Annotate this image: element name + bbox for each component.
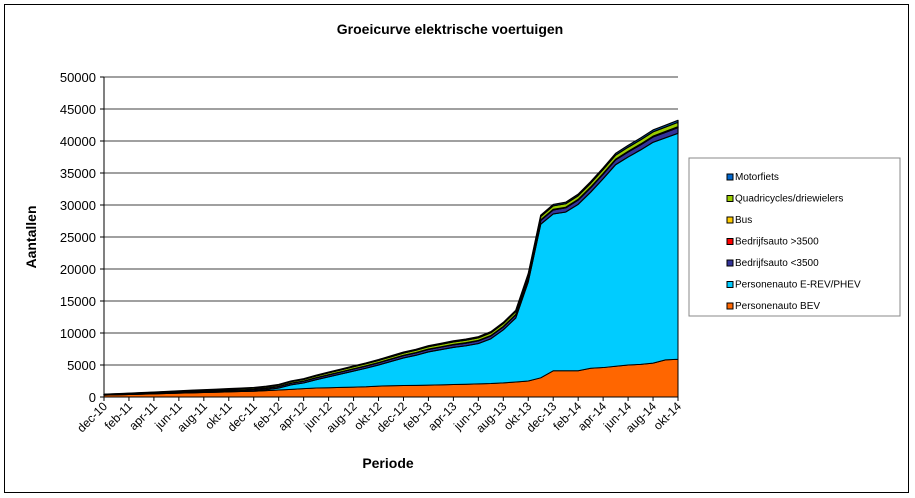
y-tick-label: 35000 <box>60 166 96 181</box>
x-tick-label: apr-13 <box>425 399 460 434</box>
legend-label: Bedrijfsauto >3500 <box>735 237 819 248</box>
y-tick-label: 15000 <box>60 294 96 309</box>
legend-label: Bedrijfsauto <3500 <box>735 258 819 269</box>
legend-label: Motorfiets <box>735 172 779 183</box>
x-tick-label: okt-14 <box>651 399 685 433</box>
legend-label: Personenauto BEV <box>735 301 820 312</box>
legend-swatch <box>726 302 734 310</box>
legend-label: Bus <box>735 215 752 226</box>
y-tick-label: 5000 <box>67 358 96 373</box>
legend-label: Quadricycles/driewielers <box>735 194 843 205</box>
chart-border <box>4 4 909 493</box>
legend-swatch <box>726 238 734 245</box>
legend-label: Personenauto E-REV/PHEV <box>735 280 861 291</box>
x-tick-label: apr-14 <box>575 399 610 434</box>
y-axis-label: Aantallen <box>23 205 39 268</box>
legend-swatch <box>726 173 734 181</box>
chart-title: Groeicurve elektrische voertuigen <box>337 21 563 37</box>
y-tick-label: 30000 <box>60 198 96 213</box>
y-tick-label: 50000 <box>60 70 96 85</box>
y-tick-label: 45000 <box>60 102 96 117</box>
legend-swatch <box>726 281 734 288</box>
legend-swatch <box>726 259 734 267</box>
y-tick-label: 40000 <box>60 134 96 149</box>
x-axis-label: Periode <box>362 455 414 471</box>
area-motorfiets <box>103 119 679 396</box>
x-tick-label: apr-12 <box>275 399 310 434</box>
legend-box <box>688 157 901 317</box>
legend: Motorfiets Quadricycles/driewielers Bus Bed… <box>688 157 901 317</box>
y-tick-label: 20000 <box>60 262 96 277</box>
x-tick-label: apr-11 <box>126 399 160 433</box>
legend-swatch <box>726 216 734 224</box>
legend-swatch <box>726 195 734 202</box>
y-tick-label: 10000 <box>60 326 96 341</box>
y-tick-label: 0 <box>89 390 96 405</box>
y-tick-label: 25000 <box>60 230 96 245</box>
